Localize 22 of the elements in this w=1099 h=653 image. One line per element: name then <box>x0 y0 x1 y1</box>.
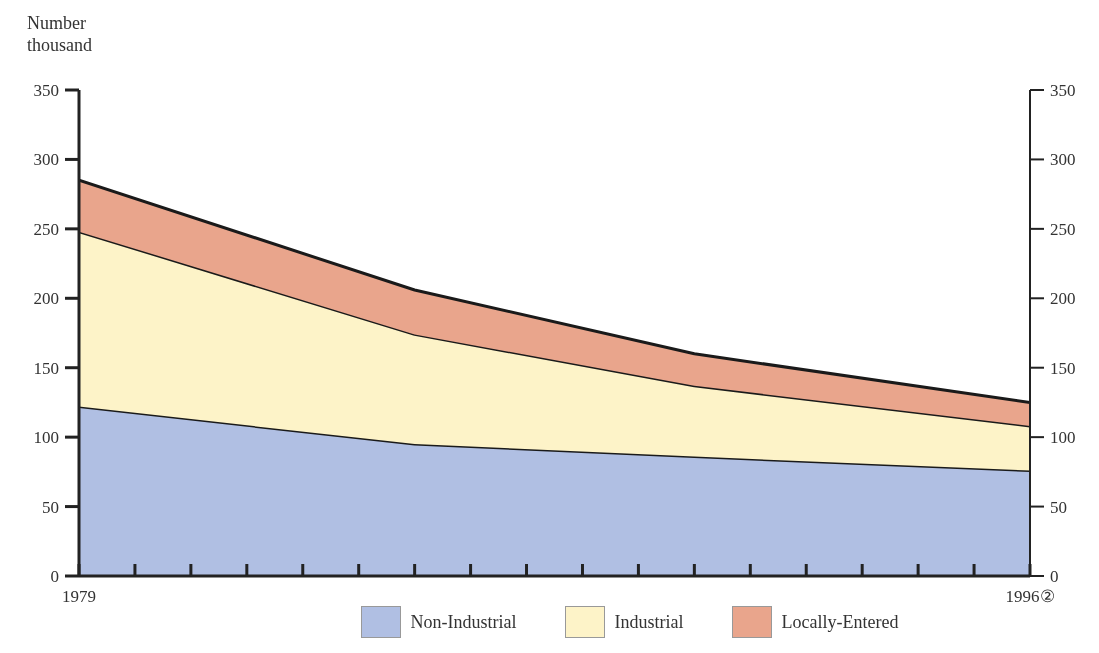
y-tick-label: 50 <box>42 497 59 517</box>
y-tick-label: 0 <box>50 566 59 586</box>
x-tick-label: 1996② <box>1005 587 1055 606</box>
y-tick-label: 150 <box>33 358 59 378</box>
y-tick-label: 250 <box>33 219 59 239</box>
legend-label: Locally-Entered <box>781 611 899 633</box>
y2-tick-label: 200 <box>1050 289 1076 309</box>
y-axis-title: Number thousand <box>26 12 93 57</box>
y-tick-label: 300 <box>33 150 59 170</box>
y2-tick-label: 100 <box>1050 428 1076 448</box>
y-tick-label: 350 <box>33 80 59 100</box>
y2-tick-label: 150 <box>1050 358 1076 378</box>
y2-tick-label: 0 <box>1050 566 1059 586</box>
legend-label: Non-Industrial <box>410 611 517 633</box>
y2-tick-label: 300 <box>1050 150 1076 170</box>
y2-tick-label: 350 <box>1050 80 1076 100</box>
legend-label: Industrial <box>614 611 684 633</box>
x-tick-label: 1979 <box>62 587 96 606</box>
y-tick-label: 100 <box>33 428 59 448</box>
y2-tick-label: 50 <box>1050 497 1067 517</box>
y-tick-label: 200 <box>33 289 59 309</box>
y2-tick-label: 250 <box>1050 219 1076 239</box>
